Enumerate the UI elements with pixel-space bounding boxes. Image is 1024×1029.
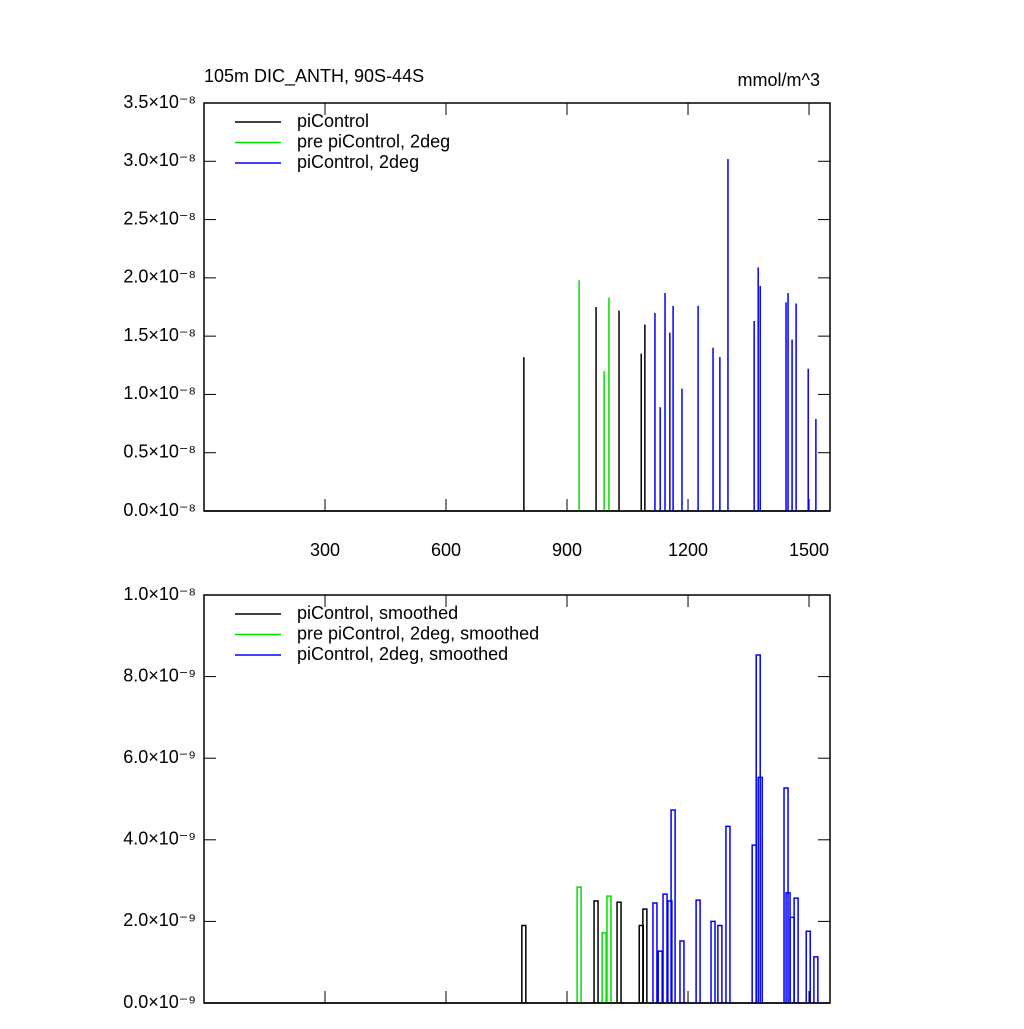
x-tick-label: 600 xyxy=(431,540,461,560)
y-tick-label: 2.5×10⁻⁸ xyxy=(123,208,196,228)
step xyxy=(793,897,799,1003)
x-tick-label: 1500 xyxy=(789,540,829,560)
y-tick-label: 6.0×10⁻⁹ xyxy=(123,747,196,767)
step xyxy=(783,787,789,1003)
legend-label: piControl, smoothed xyxy=(297,603,458,623)
step xyxy=(606,895,612,1003)
step xyxy=(725,825,731,1003)
legend-label: piControl xyxy=(297,111,369,131)
step xyxy=(662,893,668,1003)
step xyxy=(576,886,582,1003)
step xyxy=(521,924,527,1003)
step xyxy=(601,932,607,1003)
plot-frame xyxy=(203,102,831,512)
step xyxy=(652,902,658,1003)
step xyxy=(695,899,701,1003)
legend-label: piControl, 2deg xyxy=(297,152,419,172)
chart-title: 105m DIC_ANTH, 90S-44S xyxy=(204,66,424,87)
y-tick-label: 3.0×10⁻⁸ xyxy=(123,150,196,170)
y-tick-label: 1.0×10⁻⁸ xyxy=(123,383,196,403)
step xyxy=(616,901,622,1003)
y-tick-label: 8.0×10⁻⁹ xyxy=(123,665,196,685)
y-tick-label: 2.0×10⁻⁹ xyxy=(123,910,196,930)
step xyxy=(755,654,761,1003)
y-tick-label: 1.0×10⁻⁸ xyxy=(123,584,196,604)
step xyxy=(710,920,716,1003)
step xyxy=(657,950,663,1003)
legend-label: pre piControl, 2deg, smoothed xyxy=(297,623,539,643)
step xyxy=(813,956,819,1003)
legend-label: pre piControl, 2deg xyxy=(297,131,450,151)
step xyxy=(642,908,648,1003)
y-tick-label: 0.0×10⁻⁹ xyxy=(123,992,196,1012)
plot-frame xyxy=(203,594,831,1004)
y-tick-label: 4.0×10⁻⁹ xyxy=(123,829,196,849)
y-tick-label: 1.5×10⁻⁸ xyxy=(123,325,196,345)
step xyxy=(805,930,811,1003)
units-label: mmol/m^3 xyxy=(738,70,820,90)
step xyxy=(757,776,763,1003)
step xyxy=(679,940,685,1003)
step xyxy=(670,809,676,1003)
x-tick-label: 300 xyxy=(310,540,340,560)
step xyxy=(717,924,723,1003)
step xyxy=(667,900,673,1003)
y-tick-label: 0.0×10⁻⁸ xyxy=(123,500,196,520)
y-tick-label: 0.5×10⁻⁸ xyxy=(123,441,196,461)
x-tick-label: 900 xyxy=(552,540,582,560)
step xyxy=(593,900,599,1003)
legend-label: piControl, 2deg, smoothed xyxy=(297,644,508,664)
y-tick-label: 3.5×10⁻⁸ xyxy=(123,92,196,112)
y-tick-label: 2.0×10⁻⁸ xyxy=(123,267,196,287)
x-tick-label: 1200 xyxy=(668,540,708,560)
